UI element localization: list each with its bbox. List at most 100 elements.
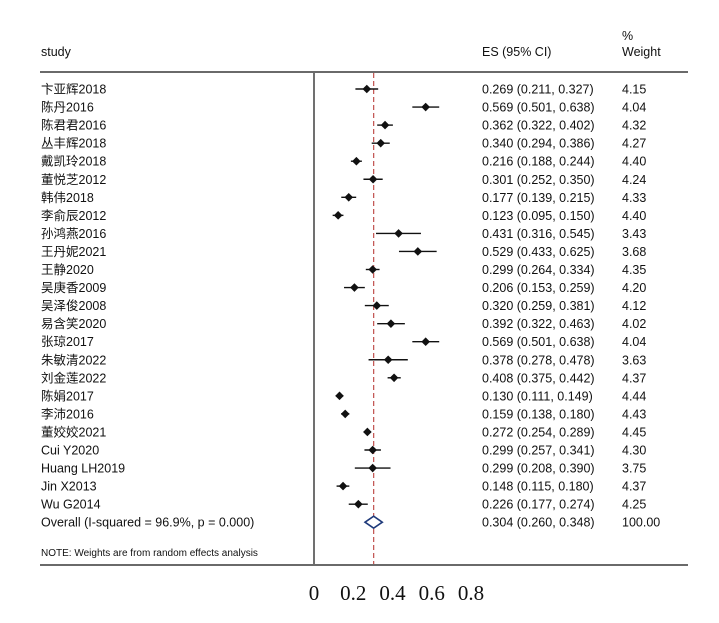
es-ci-value: 0.569 (0.501, 0.638) (482, 101, 595, 115)
study-label: 丛丰辉2018 (41, 137, 106, 151)
es-ci-value: 0.299 (0.257, 0.341) (482, 444, 595, 458)
study-row: 陈丹2016 0.569 (0.501, 0.638) 4.04 (41, 100, 646, 115)
es-ci-value: 0.216 (0.188, 0.244) (482, 155, 595, 169)
overall-es-ci-value: 0.304 (0.260, 0.348) (482, 516, 595, 530)
x-tick-label: 0.4 (379, 581, 406, 605)
point-estimate (363, 427, 372, 437)
overall-weight-value: 100.00 (622, 516, 660, 530)
point-estimate (380, 120, 390, 130)
study-row: 王丹妮2021 0.529 (0.433, 0.625) 3.68 (41, 245, 646, 259)
weight-value: 3.75 (622, 462, 646, 476)
study-label: 戴凯玲2018 (41, 154, 106, 169)
study-row: 陈娟2017 0.130 (0.111, 0.149) 4.44 (41, 388, 646, 403)
x-tick-label: 0.2 (340, 581, 366, 605)
es-ci-value: 0.529 (0.433, 0.625) (482, 245, 595, 259)
study-label: 王静2020 (41, 263, 94, 277)
weight-value: 4.24 (622, 173, 646, 187)
study-label: 陈丹2016 (41, 100, 94, 115)
study-label: 董姣姣2021 (41, 424, 106, 439)
es-ci-value: 0.148 (0.115, 0.180) (482, 480, 594, 494)
study-row: 丛丰辉2018 0.340 (0.294, 0.386) 4.27 (41, 137, 646, 151)
overall-diamond (363, 515, 384, 530)
study-row: Jin X2013 0.148 (0.115, 0.180) 4.37 (41, 480, 646, 494)
point-estimate (421, 337, 430, 346)
weight-value: 3.68 (622, 245, 646, 259)
weight-value: 4.37 (622, 480, 646, 494)
weight-value: 3.63 (622, 353, 646, 367)
weight-value: 4.35 (622, 263, 646, 277)
x-tick-label: 0.8 (458, 581, 484, 605)
es-ci-value: 0.569 (0.501, 0.638) (482, 335, 595, 349)
point-estimate (350, 283, 359, 292)
study-row: 李俞辰2012 0.123 (0.095, 0.150) 4.40 (41, 208, 646, 223)
study-row: 戴凯玲2018 0.216 (0.188, 0.244) 4.40 (41, 154, 646, 169)
es-ci-value: 0.362 (0.322, 0.402) (482, 119, 595, 133)
es-ci-value: 0.123 (0.095, 0.150) (482, 209, 595, 223)
study-row: 李沛2016 0.159 (0.138, 0.180) 4.43 (41, 406, 646, 421)
study-label: 韩伟2018 (41, 190, 94, 205)
study-row: 卞亚辉2018 0.269 (0.211, 0.327) 4.15 (41, 83, 646, 97)
weight-value: 4.15 (622, 83, 646, 97)
weight-value: 4.40 (622, 155, 646, 169)
header-weight: Weight (622, 45, 661, 59)
study-label: 孙鸿燕2016 (41, 226, 106, 241)
weight-value: 4.32 (622, 119, 646, 133)
point-estimate (389, 373, 399, 383)
weight-value: 4.20 (622, 281, 646, 295)
point-estimate (340, 409, 350, 419)
weight-value: 4.45 (622, 425, 646, 439)
point-estimate (368, 265, 377, 274)
es-ci-value: 0.408 (0.375, 0.442) (482, 371, 595, 385)
weight-value: 4.43 (622, 407, 646, 421)
es-ci-value: 0.340 (0.294, 0.386) (482, 137, 595, 151)
es-ci-value: 0.299 (0.264, 0.334) (482, 263, 595, 277)
study-row: 张琼2017 0.569 (0.501, 0.638) 4.04 (41, 334, 646, 349)
study-row: Cui Y2020 0.299 (0.257, 0.341) 4.30 (41, 444, 646, 458)
study-row: 董悦芝2012 0.301 (0.252, 0.350) 4.24 (41, 172, 646, 187)
weight-value: 4.30 (622, 444, 646, 458)
study-row: 董姣姣2021 0.272 (0.254, 0.289) 4.45 (41, 424, 646, 439)
study-label: 吴泽俊2008 (41, 298, 106, 313)
overall-row: Overall (I-squared = 96.9%, p = 0.000) 0.… (41, 515, 660, 530)
weight-value: 4.44 (622, 389, 646, 403)
weight-value: 4.40 (622, 209, 646, 223)
study-label: 易含笑2020 (41, 316, 106, 331)
point-estimate (368, 463, 377, 473)
es-ci-value: 0.177 (0.139, 0.215) (482, 191, 595, 205)
study-label: 李沛2016 (41, 406, 94, 421)
overall-label: Overall (I-squared = 96.9%, p = 0.000) (41, 516, 254, 530)
es-ci-value: 0.378 (0.278, 0.478) (482, 353, 595, 367)
weight-value: 4.04 (622, 101, 646, 115)
study-label: 李俞辰2012 (41, 208, 106, 223)
header-study: study (41, 45, 72, 59)
weight-value: 4.04 (622, 335, 646, 349)
study-row: 陈君君2016 0.362 (0.322, 0.402) 4.32 (41, 118, 646, 133)
study-label: 董悦芝2012 (41, 172, 106, 187)
header-weight-percent: % (622, 29, 633, 43)
es-ci-value: 0.320 (0.259, 0.381) (482, 299, 595, 313)
study-row: 朱敏清2022 0.378 (0.278, 0.478) 3.63 (41, 352, 646, 367)
point-estimate (413, 247, 423, 256)
es-ci-value: 0.269 (0.211, 0.327) (482, 83, 594, 97)
study-row: 韩伟2018 0.177 (0.139, 0.215) 4.33 (41, 190, 646, 205)
point-estimate (368, 445, 377, 455)
study-row: 孙鸿燕2016 0.431 (0.316, 0.545) 3.43 (41, 226, 646, 241)
study-label: Cui Y2020 (41, 444, 99, 458)
es-ci-value: 0.431 (0.316, 0.545) (482, 227, 595, 241)
study-row: 王静2020 0.299 (0.264, 0.334) 4.35 (41, 263, 646, 277)
weight-value: 4.12 (622, 299, 646, 313)
x-axis: 0 0.2 0.4 0.6 0.8 (309, 581, 484, 605)
es-ci-value: 0.206 (0.153, 0.259) (482, 281, 595, 295)
study-label: Huang LH2019 (41, 462, 125, 476)
weight-value: 4.02 (622, 317, 646, 331)
weight-value: 3.43 (622, 227, 646, 241)
es-ci-value: 0.226 (0.177, 0.274) (482, 498, 595, 512)
study-row: 吴泽俊2008 0.320 (0.259, 0.381) 4.12 (41, 298, 646, 313)
point-estimate (362, 84, 372, 94)
weight-value: 4.27 (622, 137, 646, 151)
x-tick-label: 0.6 (419, 581, 445, 605)
point-estimate (376, 138, 386, 148)
es-ci-value: 0.392 (0.322, 0.463) (482, 317, 595, 331)
study-row: Huang LH2019 0.299 (0.208, 0.390) 3.75 (41, 462, 646, 476)
footnote: NOTE: Weights are from random effects an… (41, 548, 258, 559)
